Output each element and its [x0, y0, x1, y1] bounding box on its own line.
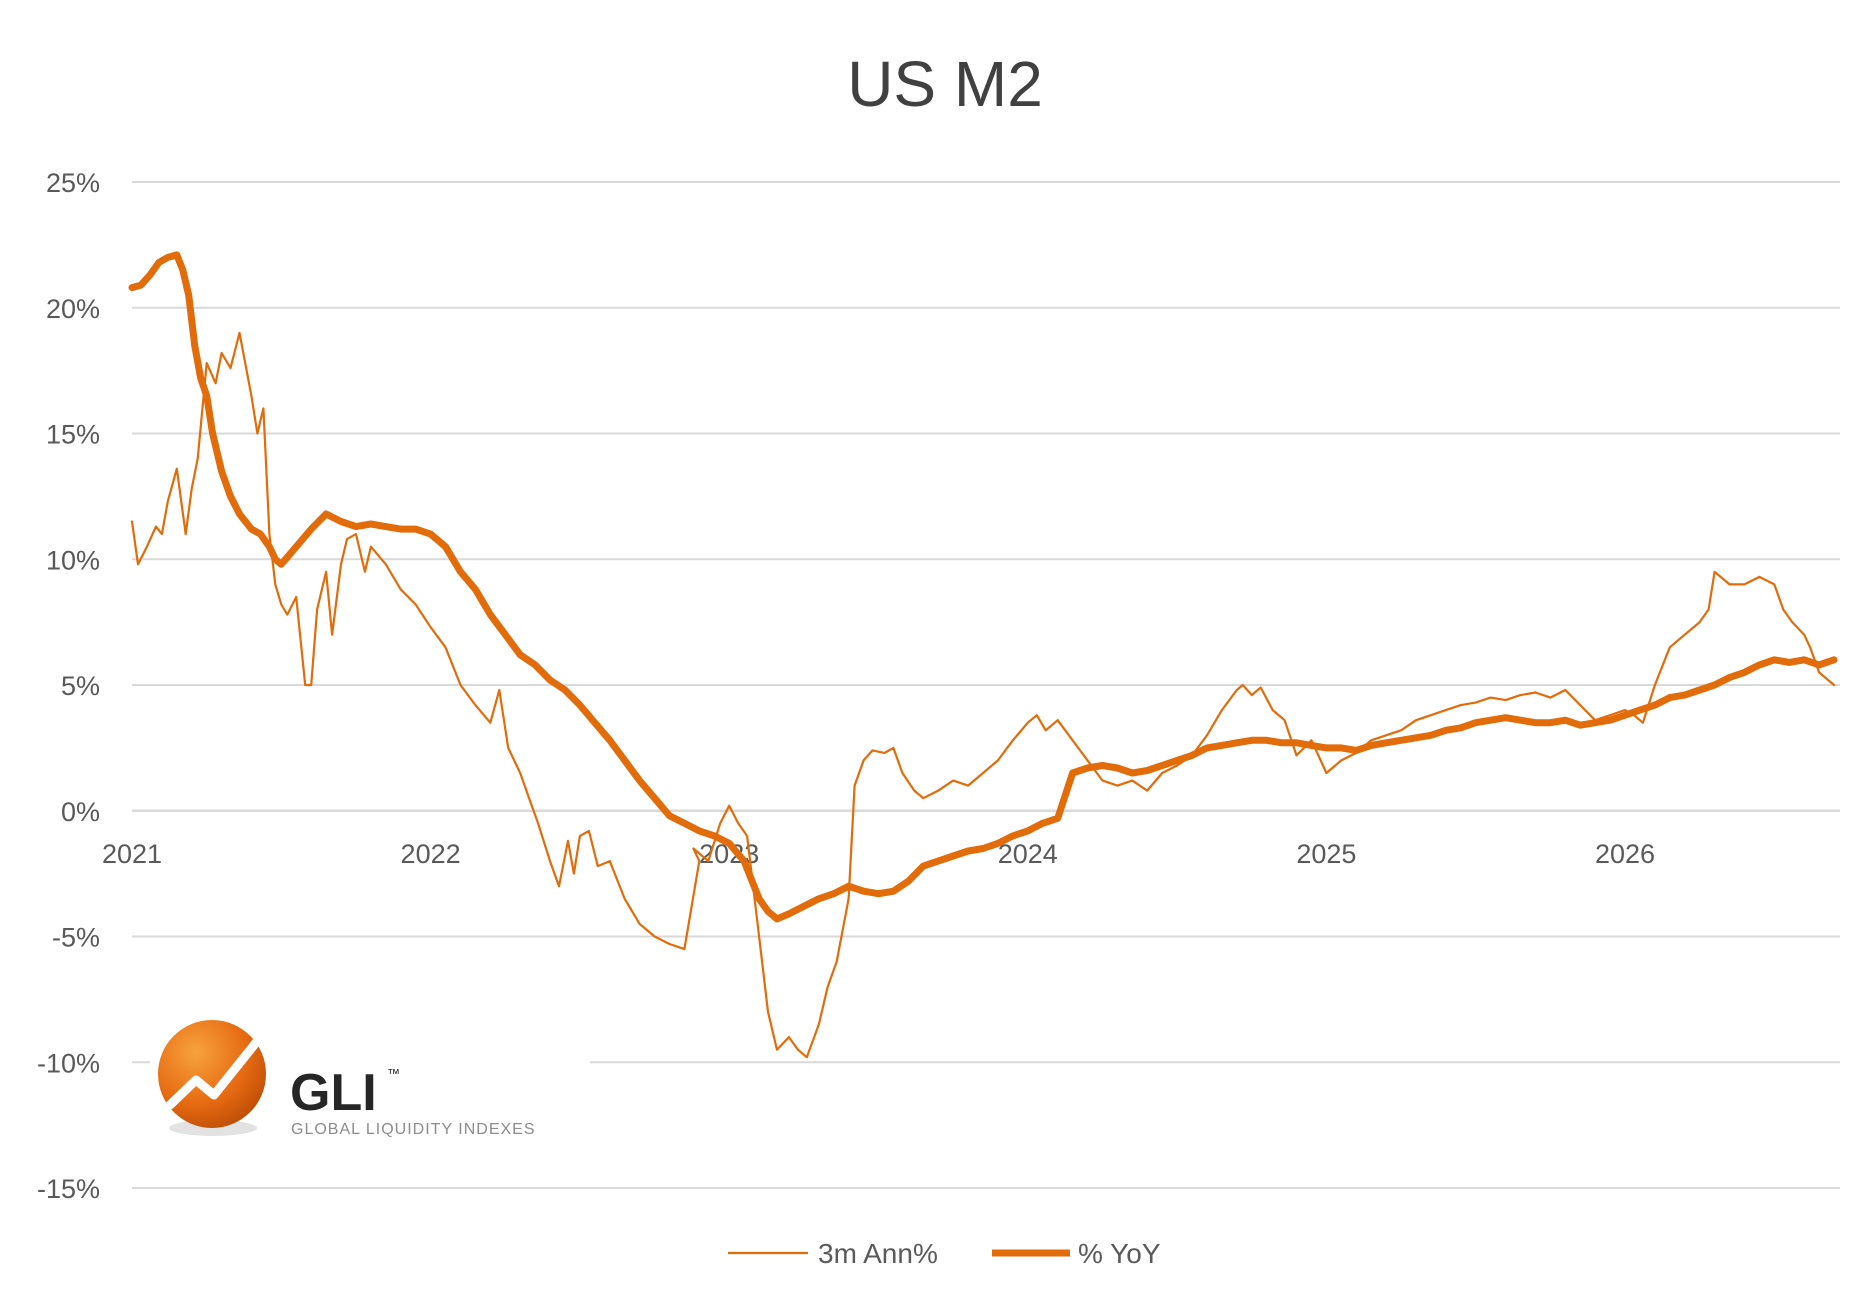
y-tick-label: 5% [61, 671, 100, 701]
y-tick-label: 0% [61, 797, 100, 827]
legend: 3m Ann% % YoY [728, 1238, 1161, 1269]
logo-tagline: GLOBAL LIQUIDITY INDEXES [291, 1121, 536, 1138]
x-axis: 2021 2022 2023 2024 2025 2026 [102, 839, 1655, 869]
series-lines [128, 251, 1838, 1059]
gli-logo: GLI ™ GLOBAL LIQUIDITY INDEXES [150, 1015, 590, 1145]
x-tick-label: 2024 [998, 839, 1058, 869]
legend-label: 3m Ann% [818, 1238, 938, 1269]
y-tick-label: -15% [37, 1174, 100, 1204]
x-tick-label: 2026 [1595, 839, 1655, 869]
gli-rising-arrow-icon [158, 1020, 266, 1136]
logo-trademark: ™ [387, 1066, 400, 1081]
chart-title: US M2 [847, 48, 1043, 120]
y-tick-label: -10% [37, 1048, 100, 1078]
y-tick-label: 25% [46, 168, 100, 198]
y-axis: 25% 20% 15% 10% 5% 0% -5% -10% -15% [37, 168, 100, 1204]
series-line-yoy [128, 251, 1838, 923]
y-tick-label: -5% [52, 923, 100, 953]
x-tick-label: 2021 [102, 839, 162, 869]
y-tick-label: 20% [46, 294, 100, 324]
x-tick-label: 2025 [1296, 839, 1356, 869]
y-tick-label: 10% [46, 545, 100, 575]
series-line-3m-ann [130, 331, 1836, 1059]
gridlines [132, 181, 1840, 1189]
x-tick-label: 2022 [401, 839, 461, 869]
legend-label: % YoY [1078, 1238, 1161, 1269]
logo-name: GLI [290, 1064, 377, 1122]
y-tick-label: 15% [46, 420, 100, 450]
